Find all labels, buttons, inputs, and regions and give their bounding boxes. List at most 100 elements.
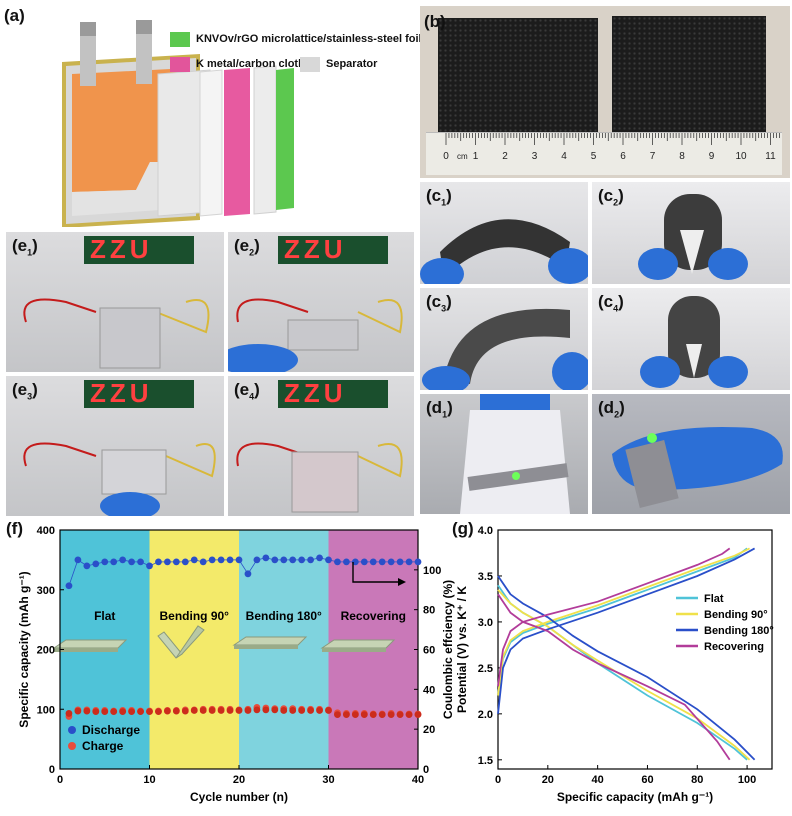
photo-e2-led: ZZU (228, 232, 414, 372)
y-tick-label: 200 (37, 645, 55, 657)
cycling-chart: Flat Bending 90° Bending 180° Recovering 0 10… (17, 525, 455, 804)
data-point-charge (128, 708, 136, 716)
ruler: 0 1 2 3 4 5 6 7 8 9 10 11 cm (426, 132, 782, 175)
photo-c4-rolled (592, 288, 790, 390)
panel-f-label: (f) (6, 519, 23, 538)
x-tick-label: 100 (738, 774, 756, 786)
data-point-coulombic (271, 556, 279, 564)
data-point-coulombic (343, 558, 350, 566)
led-board (84, 380, 194, 408)
ruler-tick-label: 10 (735, 151, 747, 162)
data-point-charge (217, 707, 225, 714)
data-point-coulombic (128, 558, 136, 566)
ruler-unit: cm (457, 152, 468, 161)
x-tick-label: 20 (233, 774, 245, 786)
sample-slab-edge (322, 648, 386, 652)
ruler-tick-label: 7 (650, 151, 656, 162)
y-tick-label: 2.5 (478, 663, 493, 675)
curve-discharge (497, 589, 751, 761)
x-axis-label: Cycle number (n) (190, 790, 288, 804)
data-point-charge (253, 706, 261, 714)
data-point-charge (316, 707, 323, 714)
data-point-coulombic (155, 558, 162, 566)
data-point-charge (190, 707, 198, 714)
data-point-coulombic (235, 556, 243, 564)
data-point-coulombic (119, 556, 127, 564)
data-point-coulombic (325, 556, 332, 564)
panel-c3-label: (c3) (426, 292, 452, 314)
panel-g-label: (g) (452, 519, 474, 538)
coulombic-line (68, 557, 418, 586)
legend-swatch-separator (300, 57, 320, 72)
sample-slab (232, 636, 308, 646)
data-point-coulombic (92, 560, 100, 568)
data-point-coulombic (253, 556, 261, 564)
data-point-charge (387, 711, 395, 719)
data-point-coulombic (396, 558, 404, 566)
data-point-coulombic (83, 562, 91, 570)
data-point-charge (307, 707, 314, 714)
data-point-charge (343, 711, 350, 719)
led-text: ZZU (284, 378, 347, 408)
data-point-charge (110, 708, 118, 716)
data-point-charge (226, 707, 234, 714)
photo-c1-flexible (420, 182, 588, 284)
panel-e4-label: (e4) (234, 380, 260, 402)
ruler-tick-label: 8 (679, 151, 685, 162)
ruler-tick-label: 11 (765, 151, 776, 162)
y2-tick-label: 80 (423, 605, 435, 617)
y2-axis-label: Coulombic effciency (%) (441, 580, 455, 719)
x-tick-label: 0 (495, 774, 501, 786)
data-point-coulombic (172, 558, 180, 566)
data-point-charge (334, 711, 341, 719)
x-tick-label: 0 (57, 774, 63, 786)
led-board (278, 236, 388, 264)
arrow-head (398, 578, 406, 586)
arrow-right-axis (352, 562, 398, 583)
data-point-charge (235, 707, 243, 714)
x-axis-label: Specific capacity (mAh g⁻¹) (557, 790, 713, 804)
data-point-charge (351, 711, 359, 719)
photo-e1-led: ZZU (6, 232, 224, 372)
sample-slab (320, 639, 396, 649)
y2-tick-label: 20 (423, 724, 435, 736)
ruler-tick-label: 2 (502, 151, 508, 162)
x-tick-label: 40 (412, 774, 424, 786)
data-point-coulombic (217, 556, 225, 564)
data-point-charge (280, 707, 288, 714)
legend-label: Discharge (82, 723, 140, 737)
region-label: Recovering (341, 609, 406, 623)
data-point-charge (199, 707, 207, 714)
legend-label: Bending 90° (704, 609, 768, 621)
y-tick-label: 2.0 (478, 709, 493, 721)
data-point-coulombic (298, 556, 306, 564)
panel-e3-label: (e3) (12, 380, 38, 402)
curve-charge (497, 547, 756, 714)
photo-c3-bent (420, 288, 588, 390)
data-point-charge (369, 711, 377, 719)
legend-cathode-label: KNVOv/rGO microlattice/stainless-steel f… (196, 33, 422, 45)
y-tick-label: 0 (49, 764, 55, 776)
ruler-tick-label: 1 (473, 151, 479, 162)
panel-c2-label: (c2) (598, 186, 624, 208)
y-tick-label: 4.0 (478, 525, 493, 537)
y2-tick-label: 100 (423, 565, 441, 577)
data-point-charge (289, 707, 297, 714)
sample-slab (52, 639, 128, 649)
curve-charge (497, 547, 731, 687)
legend-anode-label: K metal/carbon cloth (196, 58, 305, 70)
led-board (278, 380, 388, 408)
photo-d1-wrist (420, 394, 588, 514)
photo-e4-led: ZZU (228, 376, 414, 516)
panel-e2-label: (e2) (234, 236, 260, 258)
data-point-coulombic (289, 556, 297, 564)
region-band (239, 530, 329, 769)
legend-marker (68, 742, 76, 750)
data-point-coulombic (74, 556, 82, 564)
y2-tick-label: 40 (423, 684, 435, 696)
data-point-charge (92, 708, 100, 716)
data-point-coulombic (405, 558, 413, 566)
data-point-charge (298, 707, 306, 714)
data-point-coulombic (360, 558, 368, 566)
data-point-coulombic (101, 558, 109, 566)
